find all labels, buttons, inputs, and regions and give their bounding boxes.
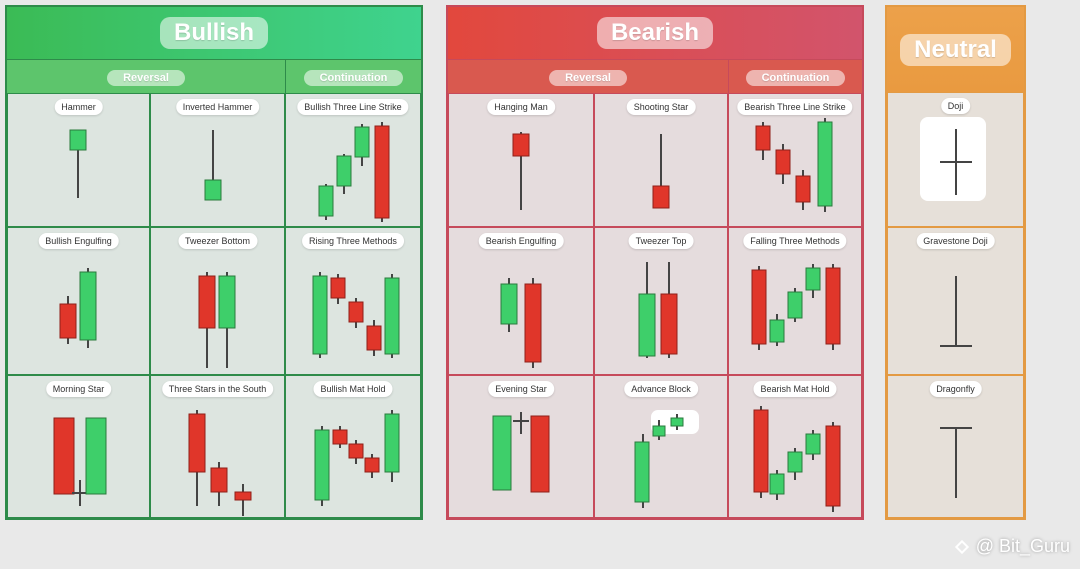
gravestone-doji-chart: [940, 276, 972, 347]
three-line-strike-chart: [318, 122, 390, 222]
binance-logo-icon: [954, 539, 969, 554]
bearish-continuation-header: Continuation: [728, 59, 862, 95]
pattern-cell-falling-three-methods: Falling Three Methods: [728, 227, 862, 375]
pattern-label: Advance Block: [624, 381, 698, 397]
pattern-cell-hanging-man: Hanging Man: [448, 93, 594, 227]
pattern-cell-shooting-star: Shooting Star: [594, 93, 728, 227]
doji-chart: [920, 117, 986, 201]
neutral-header: Neutral: [887, 7, 1024, 92]
bearish-reversal-header: Reversal: [448, 59, 728, 95]
bearish-header: Bearish: [448, 7, 862, 59]
pattern-cell-three-stars-in-the-south: Three Stars in the South: [150, 375, 285, 518]
neutral-panel: Neutral Doji Gravestone Doji Dragonfly: [885, 5, 1026, 520]
pattern-label: Hanging Man: [487, 99, 555, 115]
pattern-label: Bullish Engulfing: [38, 233, 119, 249]
pattern-cell-bullish-mat-hold: Bullish Mat Hold: [285, 375, 421, 518]
bullish-continuation-label: Continuation: [303, 69, 404, 86]
bullish-engulfing-chart: [59, 268, 97, 348]
pattern-label: Bearish Three Line Strike: [737, 99, 853, 115]
pattern-label: Hammer: [54, 99, 103, 115]
pattern-label: Tweezer Bottom: [177, 233, 258, 249]
neutral-title: Neutral: [900, 33, 1011, 66]
bearish-panel: Bearish Reversal Continuation Hanging Ma…: [446, 5, 864, 520]
pattern-cell-bullish-engulfing: Bullish Engulfing: [7, 227, 150, 375]
pattern-cell-bearish-three-line-strike: Bearish Three Line Strike: [728, 93, 862, 227]
pattern-cell-bullish-three-line-strike: Bullish Three Line Strike: [285, 93, 421, 227]
pattern-cell-gravestone-doji: Gravestone Doji: [887, 227, 1024, 375]
bearish-mat-hold-chart: [753, 406, 841, 512]
pattern-label: Morning Star: [45, 381, 112, 397]
bearish-reversal-label: Reversal: [549, 69, 627, 86]
pattern-cell-hammer: Hammer: [7, 93, 150, 227]
pattern-cell-tweezer-top: Tweezer Top: [594, 227, 728, 375]
pattern-label: Doji: [940, 98, 971, 114]
bearish-engulfing-chart: [500, 278, 542, 368]
evening-star-chart: [492, 412, 550, 493]
advance-block-chart: [634, 410, 699, 508]
inverted-hammer-chart: [204, 130, 222, 201]
pattern-cell-inverted-hammer: Inverted Hammer: [150, 93, 285, 227]
pattern-label: Bullish Mat Hold: [313, 381, 393, 397]
watermark: @ Bit_Guru: [952, 536, 1070, 557]
tweezer-top-chart: [638, 262, 678, 358]
three-stars-south-chart: [188, 410, 252, 516]
bearish-three-line-strike-chart: [755, 118, 833, 212]
bullish-mat-hold-chart: [314, 410, 400, 506]
pattern-label: Three Stars in the South: [161, 381, 274, 397]
dragonfly-chart: [940, 427, 972, 498]
bullish-reversal-label: Reversal: [107, 69, 185, 86]
pattern-label: Inverted Hammer: [175, 99, 260, 115]
morning-star-chart: [53, 417, 107, 506]
pattern-cell-dragonfly: Dragonfly: [887, 375, 1024, 518]
pattern-label: Gravestone Doji: [916, 233, 995, 249]
pattern-label: Rising Three Methods: [302, 233, 404, 249]
falling-three-methods-chart: [751, 264, 841, 350]
pattern-label: Tweezer Top: [628, 233, 694, 249]
pattern-cell-doji: Doji: [887, 92, 1024, 227]
pattern-cell-morning-star: Morning Star: [7, 375, 150, 518]
pattern-label: Bearish Mat Hold: [753, 381, 837, 397]
pattern-cell-bearish-mat-hold: Bearish Mat Hold: [728, 375, 862, 518]
shooting-star-chart: [652, 134, 670, 209]
watermark-text: @ Bit_Guru: [975, 536, 1070, 556]
pattern-cell-bearish-engulfing: Bearish Engulfing: [448, 227, 594, 375]
bullish-continuation-header: Continuation: [285, 59, 421, 95]
pattern-cell-tweezer-bottom: Tweezer Bottom: [150, 227, 285, 375]
pattern-cell-advance-block: Advance Block: [594, 375, 728, 518]
pattern-label: Evening Star: [488, 381, 554, 397]
bearish-title: Bearish: [596, 17, 714, 49]
pattern-cell-evening-star: Evening Star: [448, 375, 594, 518]
bullish-panel: Bullish Reversal Continuation Hammer Inv…: [5, 5, 423, 520]
pattern-label: Shooting Star: [626, 99, 696, 115]
hanging-man-chart: [512, 132, 530, 210]
bullish-reversal-header: Reversal: [7, 59, 285, 95]
rising-three-methods-chart: [312, 272, 400, 358]
bearish-continuation-label: Continuation: [745, 69, 846, 86]
pattern-label: Falling Three Methods: [743, 233, 847, 249]
tweezer-bottom-chart: [198, 272, 236, 368]
pattern-cell-rising-three-methods: Rising Three Methods: [285, 227, 421, 375]
pattern-label: Dragonfly: [929, 381, 982, 397]
pattern-label: Bearish Engulfing: [478, 233, 564, 249]
pattern-label: Bullish Three Line Strike: [297, 99, 409, 115]
hammer-chart: [69, 129, 87, 198]
bullish-title: Bullish: [159, 17, 268, 49]
bullish-header: Bullish: [7, 7, 421, 59]
